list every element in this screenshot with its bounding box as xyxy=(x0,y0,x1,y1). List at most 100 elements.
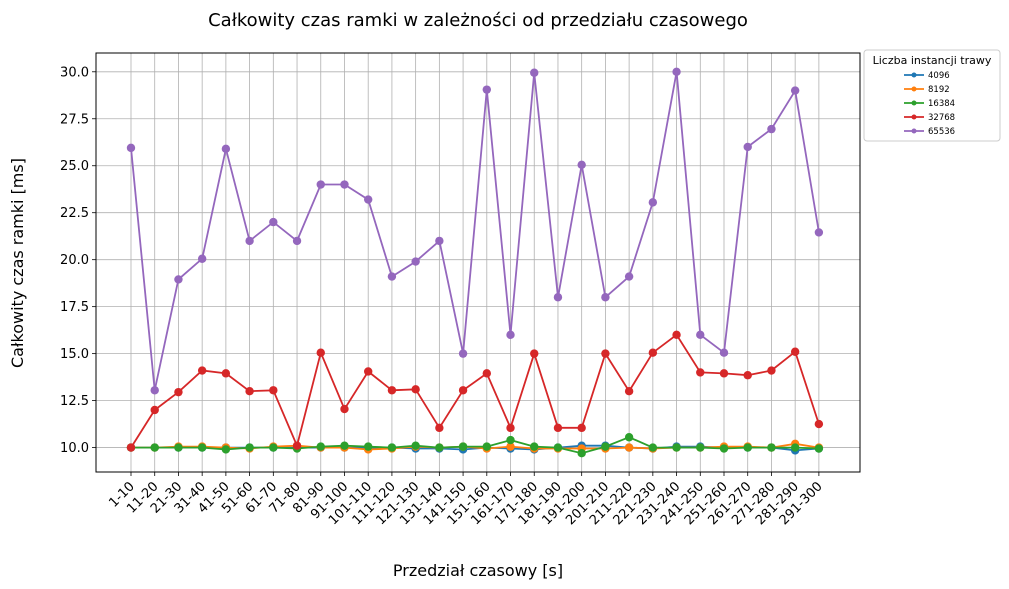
data-point-65536 xyxy=(553,293,563,302)
y-axis-label: Całkowity czas ramki [ms] xyxy=(8,158,27,368)
data-point-32768 xyxy=(577,423,586,433)
legend: Liczba instancji trawy 4096 8192 16384 3276… xyxy=(863,49,1001,142)
data-point-32768 xyxy=(624,387,634,396)
data-point-32768 xyxy=(245,387,254,396)
data-point-16384 xyxy=(174,443,183,452)
data-point-32768 xyxy=(340,404,349,414)
data-point-65536 xyxy=(506,330,515,340)
series-line-32768 xyxy=(130,333,820,449)
data-point-65536 xyxy=(221,144,231,154)
data-point-16384 xyxy=(553,443,563,452)
data-point-65536 xyxy=(601,293,610,302)
series-65536 xyxy=(126,67,824,395)
data-point-16384 xyxy=(814,444,824,453)
legend-marker-8192 xyxy=(911,86,917,92)
data-point-65536 xyxy=(530,68,539,77)
data-point-32768 xyxy=(126,443,136,452)
data-point-32768 xyxy=(150,405,159,415)
data-point-65536 xyxy=(577,160,586,169)
data-point-32768 xyxy=(221,369,231,378)
y-tick-label: 27.5 xyxy=(60,112,89,127)
data-point-65536 xyxy=(458,349,468,358)
series-layer xyxy=(126,67,824,458)
y-tick-label: 30.0 xyxy=(60,65,89,80)
data-point-32768 xyxy=(506,423,515,433)
x-axis-label: Przedział czasowy [s] xyxy=(393,561,563,580)
data-point-32768 xyxy=(743,371,752,380)
legend-label-8192: 8192 xyxy=(928,85,950,95)
data-point-32768 xyxy=(553,423,563,433)
chart-title: Całkowity czas ramki w zależności od prz… xyxy=(208,10,748,31)
legend-marker-32768 xyxy=(911,114,917,120)
y-tick-label: 15.0 xyxy=(60,347,89,362)
data-point-16384 xyxy=(601,442,610,451)
data-point-32768 xyxy=(530,349,539,358)
series-32768 xyxy=(126,330,824,452)
data-point-16384 xyxy=(767,443,776,452)
data-point-16384 xyxy=(387,443,397,452)
legend-label-65536: 65536 xyxy=(928,127,955,137)
data-point-65536 xyxy=(411,257,420,266)
legend-label-4096: 4096 xyxy=(928,71,950,81)
data-point-8192 xyxy=(624,443,634,452)
data-point-65536 xyxy=(435,236,444,246)
data-point-32768 xyxy=(790,347,800,356)
data-point-32768 xyxy=(292,441,302,450)
data-point-16384 xyxy=(719,444,729,453)
series-16384 xyxy=(126,433,824,458)
data-point-16384 xyxy=(221,445,231,454)
data-point-32768 xyxy=(411,385,420,394)
data-point-32768 xyxy=(197,366,207,375)
data-point-8192 xyxy=(506,442,515,451)
data-point-16384 xyxy=(435,443,444,452)
data-point-16384 xyxy=(411,441,420,450)
data-point-65536 xyxy=(672,67,681,76)
data-point-65536 xyxy=(387,272,397,281)
data-point-16384 xyxy=(482,442,491,451)
y-tick-label: 10.0 xyxy=(60,441,89,456)
data-point-32768 xyxy=(269,386,278,395)
data-point-32768 xyxy=(814,419,824,429)
data-point-32768 xyxy=(672,330,681,340)
legend-items: 4096 8192 16384 32768 65536 xyxy=(904,71,955,137)
legend-box xyxy=(863,49,1001,142)
data-point-65536 xyxy=(126,143,136,153)
y-tick-label: 12.5 xyxy=(60,394,89,409)
data-point-65536 xyxy=(316,180,325,189)
data-point-32768 xyxy=(648,348,658,357)
data-point-65536 xyxy=(767,124,776,134)
data-point-16384 xyxy=(197,443,207,452)
data-point-16384 xyxy=(458,442,468,451)
data-point-32768 xyxy=(767,366,776,375)
data-point-16384 xyxy=(245,443,254,452)
data-point-32768 xyxy=(601,349,610,358)
data-point-16384 xyxy=(696,443,705,452)
data-point-16384 xyxy=(316,442,325,451)
y-tick-label: 25.0 xyxy=(60,159,89,174)
y-tick-label: 17.5 xyxy=(60,300,89,315)
data-point-16384 xyxy=(790,443,800,452)
legend-marker-16384 xyxy=(911,100,917,106)
data-point-65536 xyxy=(150,386,159,395)
data-point-16384 xyxy=(340,441,349,450)
data-point-65536 xyxy=(197,254,207,263)
data-point-65536 xyxy=(245,236,254,246)
legend-marker-65536 xyxy=(911,128,917,134)
y-tick-label: 20.0 xyxy=(60,253,89,268)
data-point-65536 xyxy=(719,348,729,357)
data-point-65536 xyxy=(292,236,302,246)
data-point-65536 xyxy=(364,195,373,204)
plot-area-frame xyxy=(95,52,861,473)
legend-marker-4096 xyxy=(911,72,917,78)
data-point-65536 xyxy=(743,142,752,152)
data-point-65536 xyxy=(696,330,705,340)
grid xyxy=(96,53,860,472)
data-point-32768 xyxy=(719,369,729,378)
data-point-16384 xyxy=(506,435,515,445)
data-point-16384 xyxy=(743,443,752,452)
data-point-16384 xyxy=(150,443,159,452)
legend-label-32768: 32768 xyxy=(928,113,955,123)
data-point-16384 xyxy=(364,442,373,451)
data-point-65536 xyxy=(814,228,824,237)
